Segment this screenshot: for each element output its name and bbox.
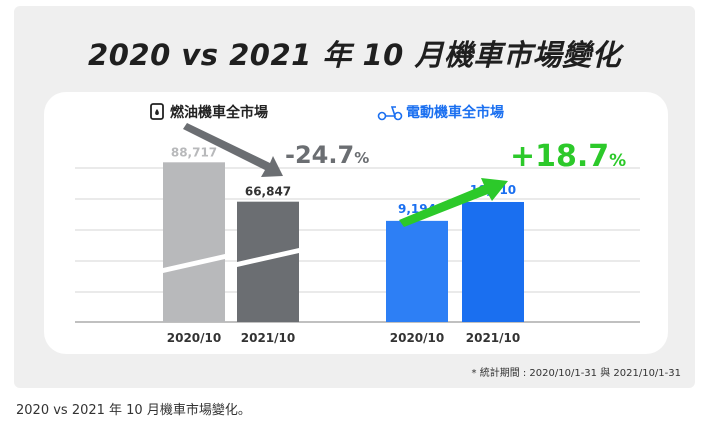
footnote: * 統計期間 : 2020/10/1-31 與 2021/10/1-31 bbox=[471, 368, 681, 379]
fuel-change-label: -24.7% bbox=[285, 141, 369, 169]
ev-bar bbox=[462, 201, 524, 322]
image-caption: 2020 vs 2021 年 10 月機車市場變化。 bbox=[16, 403, 251, 418]
ev-category-label: 2021/10 bbox=[466, 331, 520, 345]
ev-change-arrow bbox=[399, 178, 508, 227]
fuel-category-label: 2021/10 bbox=[241, 331, 295, 345]
fuel-value-label: 66,847 bbox=[245, 185, 291, 199]
fuel-category-label: 2020/10 bbox=[167, 331, 221, 345]
fuel-bar bbox=[163, 162, 225, 322]
ev-bar bbox=[386, 220, 448, 322]
fuel-legend-label: 燃油機車全市場 bbox=[170, 104, 268, 121]
electric-scooter-icon bbox=[377, 106, 403, 121]
chart-card: 2020 vs 2021 年 10 月機車市場變化 * 統計期間 : 2020/… bbox=[14, 6, 695, 388]
chart-title: 2020 vs 2021 年 10 月機車市場變化 bbox=[88, 38, 621, 72]
fuel-pump-icon bbox=[150, 103, 164, 120]
fuel-value-label: 88,717 bbox=[171, 145, 217, 159]
ev-legend-label: 電動機車全市場 bbox=[406, 104, 504, 121]
chart-panel bbox=[44, 92, 668, 354]
ev-change-label: +18.7% bbox=[510, 139, 626, 174]
scale-break-mark bbox=[163, 254, 225, 273]
fuel-change-arrow bbox=[183, 123, 283, 177]
ev-category-label: 2020/10 bbox=[390, 331, 444, 345]
scale-break-mark bbox=[237, 248, 299, 267]
